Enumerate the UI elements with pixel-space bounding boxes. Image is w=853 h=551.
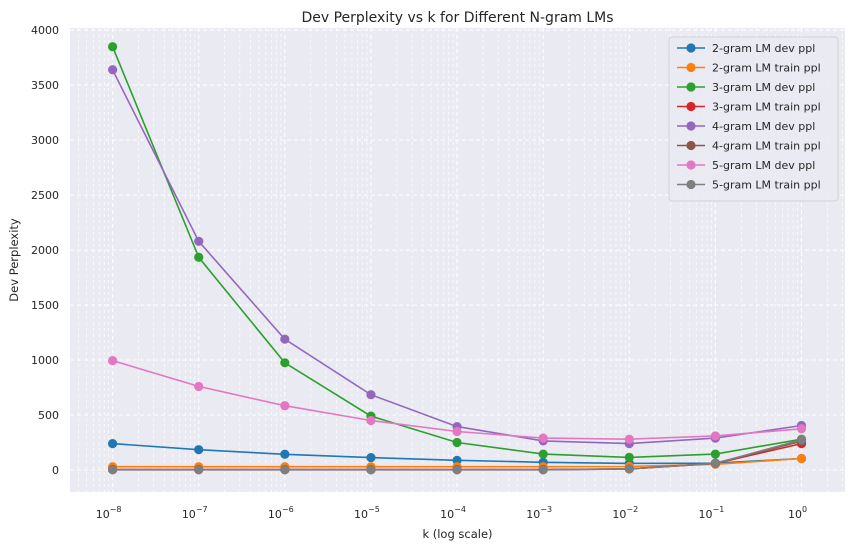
legend-label: 5-gram LM train ppl [712, 179, 821, 192]
y-tick-label: 3500 [31, 79, 59, 92]
legend-label: 3-gram LM dev ppl [712, 81, 815, 94]
legend-label: 2-gram LM train ppl [712, 62, 821, 75]
series-markers [108, 42, 807, 475]
data-point [280, 465, 290, 475]
data-point [624, 434, 634, 444]
data-point [452, 465, 462, 475]
data-point [710, 431, 720, 441]
legend-label: 4-gram LM dev ppl [712, 120, 815, 133]
legend-marker [686, 160, 696, 170]
x-axis-label: k (log scale) [422, 527, 492, 541]
legend-marker [686, 62, 696, 73]
legend-label: 3-gram LM train ppl [712, 101, 821, 114]
legend-box [668, 36, 839, 202]
data-point [194, 465, 204, 475]
y-axis-ticks: 0 500 1000 1500 2000 2500 3000 3500 4000 [31, 24, 59, 477]
y-tick-label: 3000 [31, 134, 59, 147]
y-tick-label: 1000 [31, 354, 59, 367]
y-tick-label: 2000 [31, 244, 59, 257]
y-tick-label: 500 [38, 409, 59, 422]
data-point [452, 426, 462, 437]
data-point [710, 449, 720, 459]
data-point [194, 445, 204, 455]
y-axis-label: Dev Perplexity [7, 218, 21, 302]
data-point [624, 452, 634, 462]
data-point [108, 65, 118, 75]
chart-title: Dev Perplexity vs k for Different N-gram… [301, 10, 613, 26]
legend-label: 5-gram LM dev ppl [712, 159, 815, 172]
legend-marker [686, 101, 696, 112]
data-point [624, 464, 634, 474]
data-point [366, 415, 376, 426]
data-point [194, 381, 204, 392]
data-point [452, 455, 462, 465]
y-tick-label: 2500 [31, 189, 59, 202]
data-point [280, 358, 290, 368]
data-point [194, 236, 204, 246]
legend-marker [686, 43, 696, 53]
data-point [796, 453, 807, 464]
data-point [108, 42, 118, 52]
data-point [108, 356, 118, 366]
legend-marker [686, 82, 696, 92]
legend-label: 2-gram LM dev ppl [712, 42, 815, 55]
legend: 2-gram LM dev ppl 2-gram LM train ppl 3-gr… [668, 36, 839, 202]
data-point [538, 465, 548, 475]
data-point [366, 390, 376, 400]
data-point [280, 449, 290, 459]
legend-marker [686, 179, 696, 190]
data-point [538, 433, 548, 443]
y-tick-label: 1500 [31, 299, 59, 312]
data-point [796, 435, 807, 445]
y-tick-label: 4000 [31, 24, 59, 37]
data-point [108, 465, 118, 475]
data-point [280, 401, 290, 411]
legend-marker [686, 121, 696, 131]
data-point [366, 465, 376, 475]
data-point [280, 334, 290, 344]
data-point [366, 452, 376, 463]
data-point [710, 458, 720, 469]
data-point [452, 437, 462, 448]
data-point [796, 424, 807, 434]
legend-marker [686, 140, 696, 151]
y-tick-label: 0 [52, 464, 59, 477]
legend-label: 4-gram LM train ppl [712, 140, 821, 153]
data-point [538, 449, 548, 459]
data-point [108, 439, 118, 449]
data-point [194, 252, 204, 262]
